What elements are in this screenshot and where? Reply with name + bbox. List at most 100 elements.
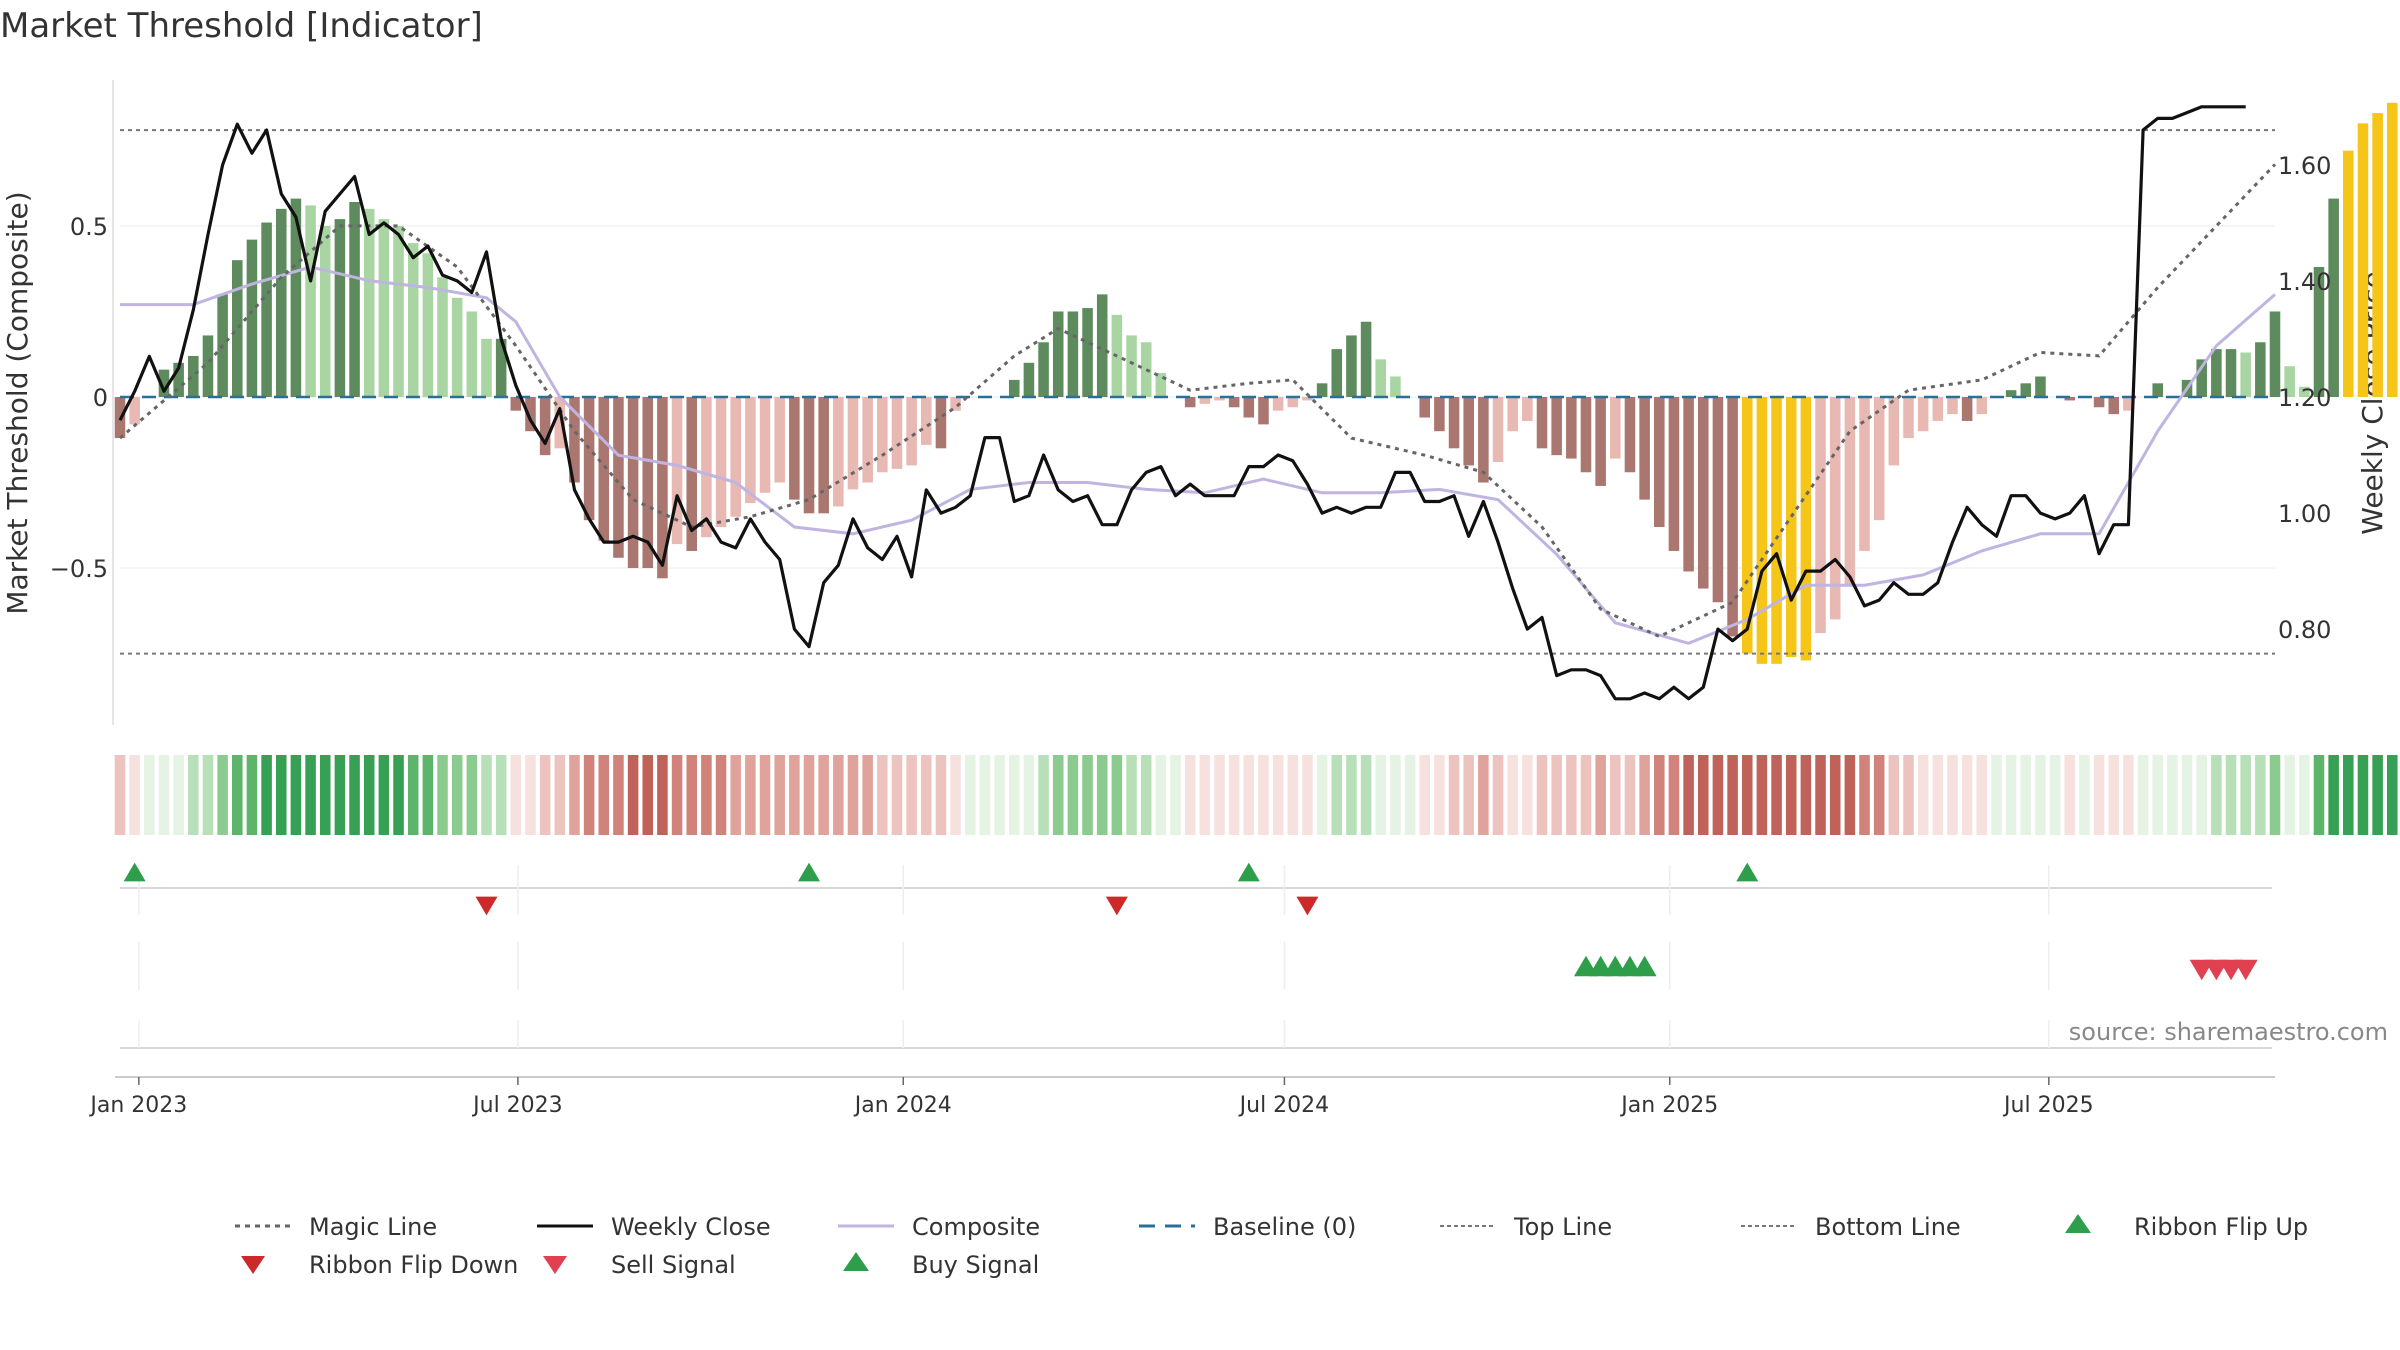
ribbon-cell	[2343, 755, 2354, 835]
composite-bar	[1155, 373, 1167, 397]
composite-bar	[407, 243, 419, 397]
source-label: source: sharemaestro.com	[2069, 1018, 2388, 1046]
ribbon-cell	[833, 755, 844, 835]
ribbon-cell	[759, 755, 771, 835]
composite-bar	[1917, 397, 1929, 432]
composite-bar	[466, 311, 478, 397]
composite-bar	[2108, 397, 2120, 415]
composite-bar	[1595, 397, 1606, 486]
composite-bar	[334, 219, 346, 397]
axes: 0.5 0 −0.5 1.60 1.40 1.20 1.00 0.80	[50, 80, 2331, 725]
legend-item: Composite	[838, 1213, 1040, 1241]
composite-bar	[2225, 349, 2237, 397]
ribbon-cell	[1888, 755, 1900, 835]
ribbon-cell	[2357, 755, 2369, 835]
composite-bar	[759, 397, 771, 493]
ribbon-cell	[2152, 755, 2163, 835]
legend-item: Buy Signal	[843, 1251, 1039, 1279]
ribbon-cell	[349, 755, 360, 835]
y2-tick-label: 1.60	[2278, 152, 2331, 180]
composite-bar	[1551, 397, 1562, 456]
composite-bar	[2093, 397, 2105, 408]
composite-bar	[950, 397, 961, 411]
ribbon-cell	[994, 755, 1005, 835]
composite-bar	[1566, 397, 1577, 459]
ribbon-cell	[715, 755, 727, 835]
ribbon-cell	[598, 755, 610, 835]
ribbon-cell	[1492, 755, 1504, 835]
ribbon-cell	[2005, 755, 2017, 835]
composite-bar	[1932, 397, 1944, 421]
ribbon-cell	[1170, 755, 1181, 835]
ribbon-cell	[334, 755, 346, 835]
ribbon-cell	[745, 755, 756, 835]
composite-bar	[1536, 397, 1548, 449]
ribbon-cell	[686, 755, 698, 835]
buy-signal-marker	[1632, 955, 1657, 977]
ribbon-cell	[1360, 755, 1372, 835]
ribbon-cell	[1243, 755, 1255, 835]
ribbon-cell	[2035, 755, 2046, 835]
ribbon-cell	[1507, 755, 1518, 835]
composite-bar	[847, 397, 859, 490]
composite-bar	[393, 225, 404, 397]
ribbon-flip-up-marker	[1237, 862, 1260, 882]
legend-label: Magic Line	[309, 1213, 437, 1241]
ribbon-cell	[1536, 755, 1548, 835]
ribbon-cell	[1654, 755, 1665, 835]
ribbon-cell	[1390, 755, 1401, 835]
composite-bar	[319, 225, 331, 397]
ribbon-cell	[114, 755, 126, 835]
composite-bar	[1580, 397, 1592, 473]
ribbon-cell	[173, 755, 184, 835]
composite-bar	[305, 205, 316, 397]
ribbon-cell	[525, 755, 536, 835]
legend-item: Ribbon Flip Down	[241, 1251, 518, 1279]
legend-label: Ribbon Flip Down	[309, 1251, 518, 1279]
ribbon-cell	[1375, 755, 1387, 835]
composite-bar	[451, 297, 463, 397]
ribbon-cell	[363, 755, 375, 835]
composite-bar	[1844, 397, 1856, 586]
ribbon-cell	[129, 755, 140, 835]
ribbon-cell	[1111, 755, 1123, 835]
ribbon-cell	[1155, 755, 1167, 835]
ribbon-cell	[275, 755, 287, 835]
composite-bar	[598, 397, 610, 541]
ribbon-cell	[2225, 755, 2237, 835]
ribbon-cell	[730, 755, 741, 835]
composite-bar	[1888, 397, 1900, 466]
x-tick-label: Jan 2024	[853, 1093, 952, 1118]
composite-bar	[1712, 397, 1724, 603]
ribbon-cell	[1727, 755, 1738, 835]
ribbon-cell	[2181, 755, 2193, 835]
legend-swatch-down-triangle	[241, 1256, 265, 1274]
composite-bar	[525, 397, 536, 432]
ribbon-cell	[1712, 755, 1724, 835]
ribbon-cell	[2269, 755, 2281, 835]
ribbon-cell	[1023, 755, 1035, 835]
composite-bar	[730, 397, 741, 517]
composite-bar	[554, 397, 566, 449]
ribbon-cell	[422, 755, 434, 835]
ribbon-cell	[1639, 755, 1650, 835]
ribbon-cell	[378, 755, 390, 835]
composite-bar	[891, 397, 903, 469]
ribbon-cell	[1214, 755, 1225, 835]
ribbon-cell	[1903, 755, 1914, 835]
ribbon-cell	[1961, 755, 1973, 835]
legend-item: Magic Line	[235, 1213, 437, 1241]
ribbon-cell	[1697, 755, 1709, 835]
ribbon-cell	[305, 755, 316, 835]
composite-bar	[539, 397, 551, 456]
composite-bars	[114, 102, 2398, 664]
composite-bar	[2372, 113, 2383, 397]
weekly-close-line	[118, 105, 2246, 701]
ribbon-cell	[1067, 755, 1079, 835]
ribbon-cell	[1448, 755, 1460, 835]
composite-bar	[1434, 397, 1445, 432]
composite-bar	[2211, 349, 2222, 397]
ribbon-cell	[466, 755, 478, 835]
ribbon-cell	[847, 755, 859, 835]
composite-bar	[1096, 294, 1108, 397]
